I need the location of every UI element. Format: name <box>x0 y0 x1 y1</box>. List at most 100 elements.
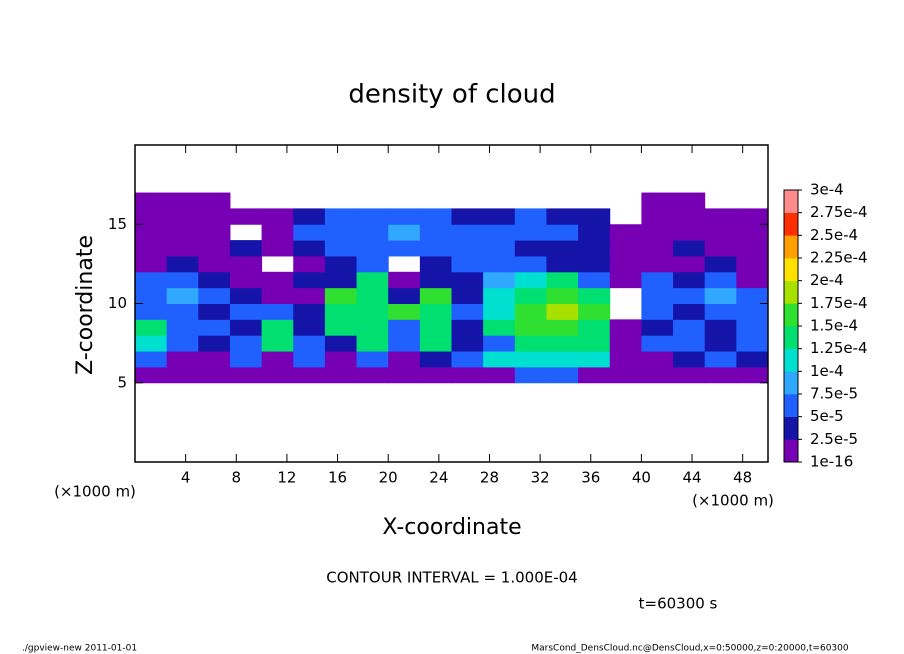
cell <box>356 351 389 368</box>
cell <box>356 319 389 336</box>
x-tick-label: 44 <box>682 469 701 487</box>
cell <box>198 351 231 368</box>
cell <box>609 240 642 257</box>
cell <box>609 224 642 241</box>
colorbar-label: 3e-4 <box>810 181 844 199</box>
cell <box>293 224 326 241</box>
cell <box>704 287 737 304</box>
cell <box>419 224 452 241</box>
cell <box>546 208 579 225</box>
cell <box>704 224 737 241</box>
cell <box>293 366 326 384</box>
cell <box>388 303 421 320</box>
colorbar-swatch <box>784 280 798 304</box>
time-label: t=60300 s <box>639 595 718 613</box>
cell <box>356 303 389 320</box>
cell <box>609 335 642 352</box>
cell <box>451 287 484 304</box>
colorbar-swatch <box>784 371 798 395</box>
cell <box>578 287 611 304</box>
cell <box>324 287 358 304</box>
cell <box>198 224 231 241</box>
y-tick-label: 5 <box>117 373 127 391</box>
cell <box>135 303 168 320</box>
colorbar-swatch <box>784 326 798 349</box>
colorbar-label: 5e-5 <box>810 407 844 425</box>
cell <box>641 240 674 257</box>
cell <box>324 335 358 352</box>
cell <box>578 335 611 352</box>
colorbar-label: 1.75e-4 <box>810 294 868 312</box>
x-tick-label: 36 <box>581 469 600 487</box>
cell <box>166 208 199 225</box>
colorbar-label: 1e-4 <box>810 362 844 380</box>
cell <box>546 255 579 273</box>
cell <box>704 351 737 368</box>
cell <box>229 208 263 225</box>
cell <box>546 271 579 289</box>
cell <box>578 319 611 336</box>
cell <box>578 224 611 241</box>
cell <box>546 287 579 304</box>
cell <box>736 303 769 320</box>
cell <box>388 271 421 289</box>
cell <box>388 366 421 384</box>
cell <box>483 255 516 273</box>
cell <box>673 303 706 320</box>
cell <box>704 240 737 257</box>
cell <box>483 319 516 336</box>
cell <box>324 271 358 289</box>
cell <box>261 366 294 384</box>
x-tick-label: 20 <box>379 469 398 487</box>
cell <box>388 287 421 304</box>
cell <box>324 319 358 336</box>
cell <box>261 287 294 304</box>
cell <box>261 240 294 257</box>
cell <box>736 287 769 304</box>
cell <box>609 271 642 289</box>
cell <box>641 208 674 225</box>
cell <box>483 303 516 320</box>
cell <box>356 255 389 273</box>
cell <box>483 351 516 368</box>
cell <box>451 208 484 225</box>
x-tick-label: 16 <box>328 469 347 487</box>
cell <box>135 255 168 273</box>
cell <box>609 319 642 336</box>
cell <box>451 319 484 336</box>
cell <box>198 366 231 384</box>
cell <box>261 351 294 368</box>
cell <box>641 224 674 241</box>
cell <box>293 240 326 257</box>
colorbar-swatch <box>784 258 798 281</box>
cell <box>609 366 642 384</box>
cell <box>483 335 516 352</box>
cell <box>546 303 579 320</box>
cell <box>451 271 484 289</box>
cell <box>135 240 168 257</box>
x-tick-label: 32 <box>531 469 550 487</box>
cell <box>198 303 231 320</box>
cell <box>356 335 389 352</box>
colorbar-swatch <box>784 416 798 440</box>
cell <box>704 271 737 289</box>
cell <box>546 224 579 241</box>
y-tick-label: 15 <box>108 215 127 233</box>
cell <box>261 303 294 320</box>
cell <box>356 224 389 241</box>
cell <box>419 351 452 368</box>
cell <box>419 208 452 225</box>
cell <box>483 271 516 289</box>
cell <box>324 224 358 241</box>
cell <box>514 287 547 304</box>
cell <box>166 351 199 368</box>
cell <box>324 240 358 257</box>
cell <box>135 366 168 384</box>
cell <box>578 366 611 384</box>
cell <box>198 255 231 273</box>
cell <box>229 271 263 289</box>
cell <box>198 240 231 257</box>
cell <box>514 240 547 257</box>
cell <box>546 366 579 384</box>
